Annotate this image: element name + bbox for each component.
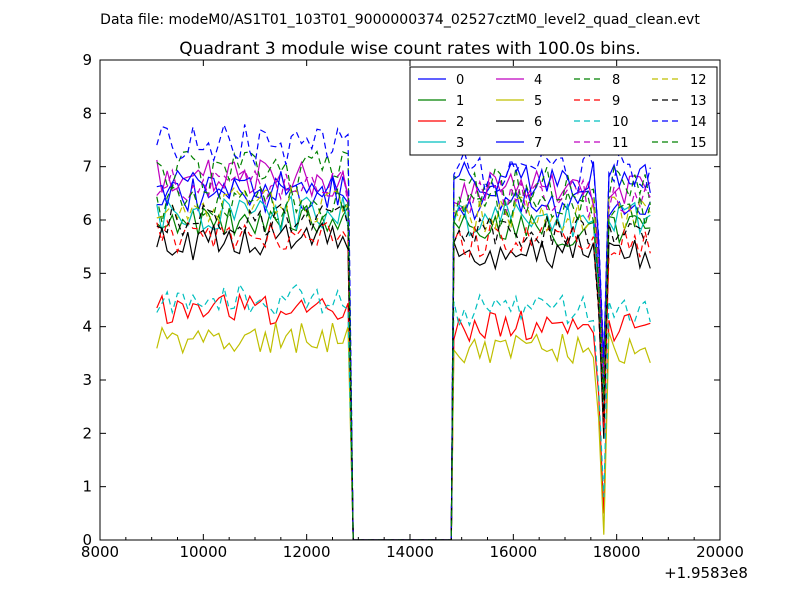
legend-label-8: 8 (612, 73, 620, 88)
series-line-7 (156, 160, 651, 540)
y-tick-label: 5 (82, 264, 92, 282)
x-tick-label: 18000 (593, 543, 641, 561)
axis-ticks: 8000 10000 12000 14000 16000 18000 20000012345… (81, 51, 744, 561)
series-line-11 (156, 168, 651, 540)
y-tick-label: 2 (82, 424, 92, 442)
x-tick-label: 12000 (283, 543, 331, 561)
y-tick-label: 8 (82, 104, 92, 122)
legend-label-12: 12 (690, 73, 707, 88)
y-tick-label: 4 (82, 318, 92, 336)
legend-label-5: 5 (534, 94, 542, 109)
legend-box (409, 66, 718, 156)
figure-suptitle: Data file: modeM0/AS1T01_103T01_90000003… (100, 12, 700, 28)
y-tick-label: 3 (82, 371, 92, 389)
legend-label-9: 9 (612, 94, 620, 109)
x-tick-label: 20000 (696, 543, 744, 561)
plot-area (156, 122, 651, 540)
y-tick-label: 0 (82, 531, 92, 549)
series-line-1 (156, 204, 651, 540)
series-line-0 (156, 176, 651, 540)
series-line-3 (156, 194, 651, 540)
series-line-4 (156, 159, 651, 540)
series-line-15 (156, 185, 651, 540)
series-line-6 (156, 221, 651, 540)
x-tick-label: 8000 (81, 543, 119, 561)
series-line-14 (156, 122, 651, 540)
x-tick-label: 14000 (386, 543, 434, 561)
legend-label-15: 15 (690, 136, 707, 151)
legend-label-1: 1 (456, 94, 464, 109)
legend-label-2: 2 (456, 115, 464, 130)
legend-label-13: 13 (690, 94, 707, 109)
y-tick-label: 1 (82, 478, 92, 496)
series-line-13 (156, 203, 651, 540)
series-line-8 (156, 150, 651, 540)
legend-label-3: 3 (456, 136, 464, 151)
chart-title: Quadrant 3 module wise count rates with … (179, 39, 640, 59)
legend-label-11: 11 (612, 136, 629, 151)
series-line-2 (156, 292, 651, 540)
x-tick-label: 16000 (489, 543, 537, 561)
legend-label-14: 14 (690, 115, 707, 130)
series-line-12 (156, 186, 651, 540)
x-tick-label: 10000 (179, 543, 227, 561)
legend-label-4: 4 (534, 73, 542, 88)
series-line-10 (156, 282, 651, 540)
legend-label-0: 0 (456, 73, 464, 88)
y-tick-label: 7 (82, 158, 92, 176)
series-line-5 (156, 322, 651, 540)
y-tick-label: 6 (82, 211, 92, 229)
legend-label-6: 6 (534, 115, 542, 130)
series-line-9 (156, 219, 651, 540)
legend-label-10: 10 (612, 115, 629, 130)
legend-label-7: 7 (534, 136, 542, 151)
y-tick-label: 9 (82, 51, 92, 69)
x-offset-label: +1.9583e8 (664, 564, 748, 582)
